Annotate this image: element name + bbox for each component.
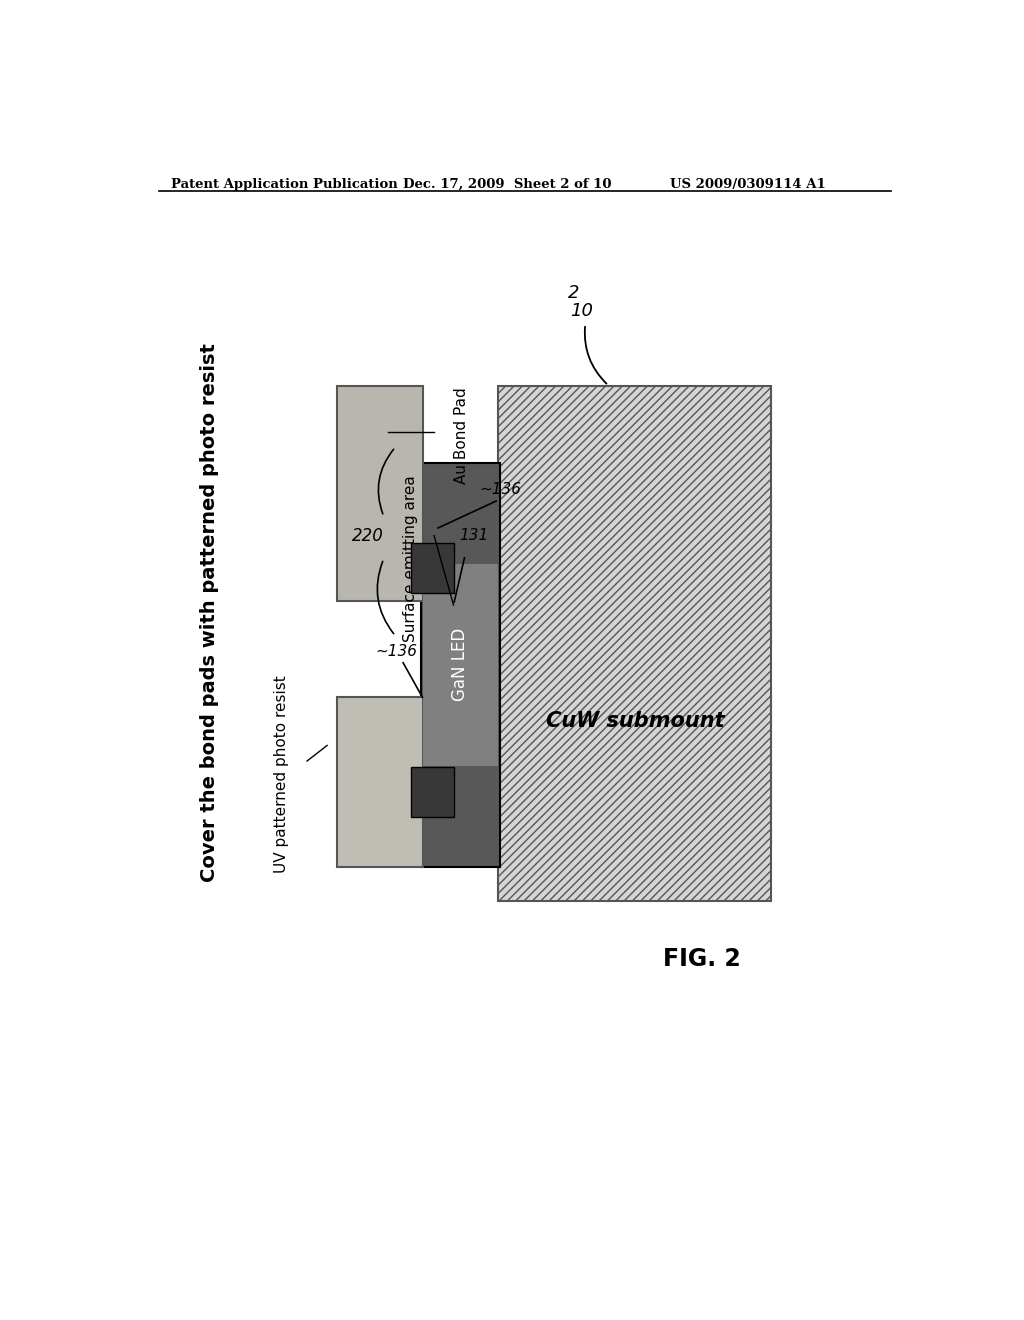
Text: CuW submount: CuW submount bbox=[546, 711, 724, 731]
Bar bbox=[411, 544, 454, 594]
Text: Au Bond Pad: Au Bond Pad bbox=[454, 387, 469, 484]
Text: 220: 220 bbox=[352, 527, 384, 545]
Text: 131: 131 bbox=[459, 528, 488, 544]
Bar bbox=[421, 462, 500, 867]
Bar bbox=[337, 385, 423, 601]
Text: 10: 10 bbox=[570, 302, 593, 319]
Text: FIG. 2: FIG. 2 bbox=[663, 948, 740, 972]
Text: ~136: ~136 bbox=[375, 644, 417, 659]
Text: GaN LED: GaN LED bbox=[452, 628, 469, 701]
Text: Surface emitting area: Surface emitting area bbox=[403, 475, 419, 642]
Text: Dec. 17, 2009  Sheet 2 of 10: Dec. 17, 2009 Sheet 2 of 10 bbox=[403, 178, 611, 190]
Bar bbox=[337, 697, 423, 867]
Bar bbox=[411, 767, 454, 817]
Bar bbox=[499, 385, 771, 902]
Text: Patent Application Publication: Patent Application Publication bbox=[171, 178, 397, 190]
Text: US 2009/0309114 A1: US 2009/0309114 A1 bbox=[671, 178, 826, 190]
Text: Cover the bond pads with patterned photo resist: Cover the bond pads with patterned photo… bbox=[200, 343, 219, 882]
Bar bbox=[423, 564, 499, 766]
Text: UV patterned photo resist: UV patterned photo resist bbox=[274, 676, 289, 874]
Text: ~136: ~136 bbox=[479, 482, 521, 498]
Text: 2: 2 bbox=[568, 284, 580, 302]
